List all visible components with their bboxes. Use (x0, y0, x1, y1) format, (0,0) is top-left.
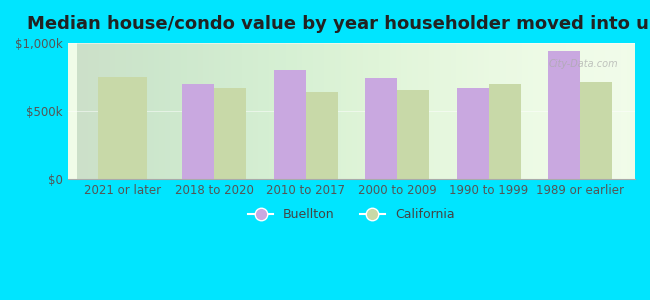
Bar (214, 88, 246, 179)
Bar (99, 77, 146, 179)
Bar (548, 51, 580, 179)
Bar (397, 90, 429, 179)
Legend: Buellton, California: Buellton, California (244, 205, 458, 225)
Bar (580, 82, 612, 179)
Bar (365, 78, 397, 179)
Text: City-Data.com: City-Data.com (549, 59, 618, 69)
Title: Median house/condo value by year householder moved into unit: Median house/condo value by year househo… (27, 15, 650, 33)
Bar (489, 84, 521, 179)
Bar (274, 70, 305, 179)
Bar (182, 84, 214, 179)
Bar (306, 92, 337, 179)
Bar (456, 88, 489, 179)
